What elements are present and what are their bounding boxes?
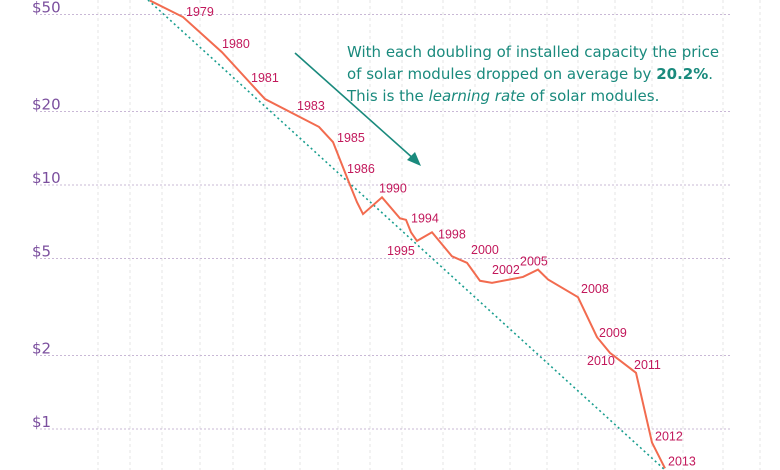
y-tick-label: $20: [32, 96, 61, 114]
annotation-text-part: of solar modules.: [525, 87, 660, 105]
annotation-arrow: [294, 52, 421, 166]
annotation-text-part: of solar modules dropped on average by: [347, 65, 657, 83]
annotation-text-part: This is the: [347, 87, 429, 105]
learning-rate-value: 20.2%: [656, 65, 709, 83]
y-tick-label: $50: [32, 0, 61, 16]
annotation-line-3: This is the learning rate of solar modul…: [347, 85, 719, 107]
point-label: 2012: [655, 430, 683, 444]
point-label: 2002: [492, 263, 520, 277]
horizontal-gridlines: [40, 13, 730, 430]
y-tick-label: $10: [32, 169, 61, 187]
point-label: 1983: [297, 99, 325, 113]
point-label: 1979: [186, 5, 214, 19]
point-label: 1980: [222, 37, 250, 51]
point-label: 2011: [634, 358, 661, 372]
y-tick-label: $1: [32, 413, 51, 431]
point-label: 2008: [581, 282, 609, 296]
point-label: 2010: [587, 354, 615, 368]
point-label: 1981: [251, 71, 279, 85]
point-label: 1985: [337, 131, 365, 145]
point-label: 1990: [379, 181, 407, 195]
y-tick-label: $5: [32, 242, 51, 260]
annotation-text-part: .: [708, 65, 714, 83]
point-label: 1998: [438, 227, 466, 241]
y-tick-label: $2: [32, 340, 51, 358]
price-series-line: [149, 0, 666, 469]
y-axis-ticks: $50 $20 $10 $5 $2 $1: [32, 0, 61, 431]
point-label: 1995: [387, 244, 415, 258]
point-label: 2009: [599, 326, 627, 340]
vertical-gridlines: [97, 0, 761, 470]
annotation-text: With each doubling of installed capacity…: [347, 41, 719, 107]
annotation-line-2: of solar modules dropped on average by 2…: [347, 63, 719, 85]
point-label: 1994: [411, 211, 439, 225]
point-labels: 1979 1980 1981 1983 1985 1986 1990 1994 1995 1998…: [186, 5, 696, 468]
trend-line: [147, 0, 666, 470]
point-label: 1986: [347, 162, 375, 176]
point-label: 2005: [520, 255, 548, 269]
point-label: 2000: [471, 243, 499, 257]
point-label: 2013: [668, 454, 696, 468]
learning-rate-term: learning rate: [428, 87, 526, 105]
annotation-line-1: With each doubling of installed capacity…: [347, 43, 720, 61]
